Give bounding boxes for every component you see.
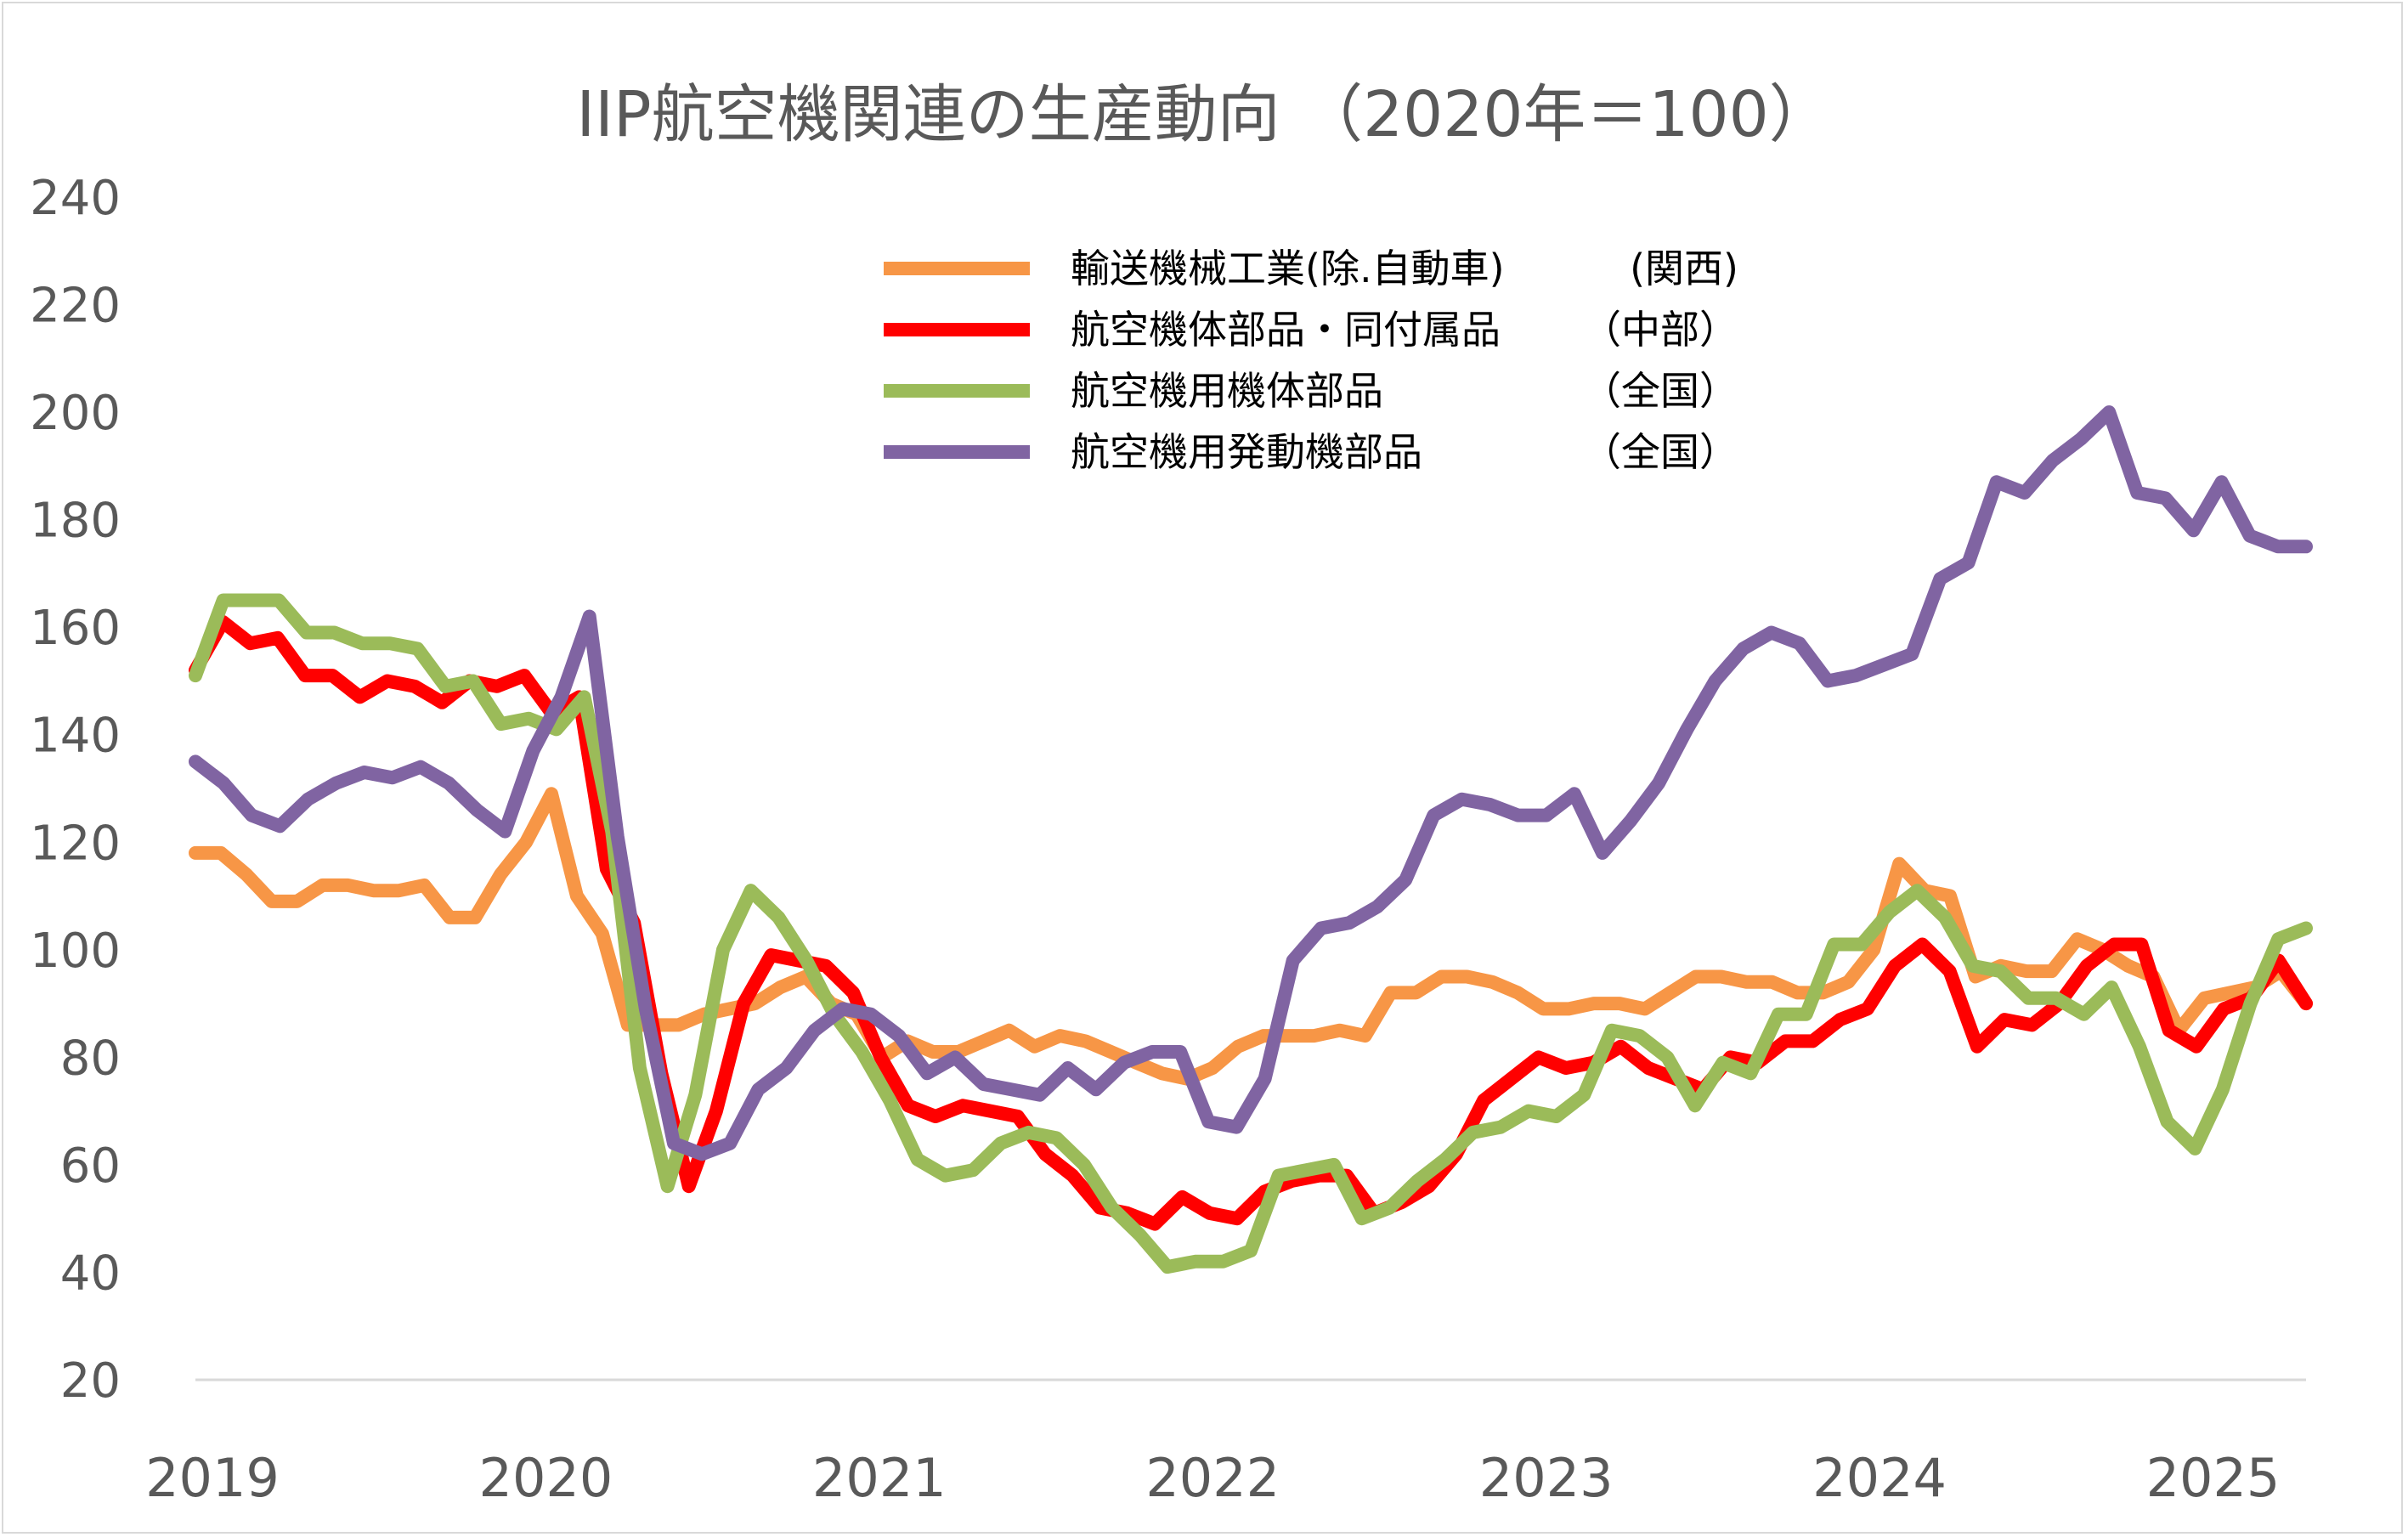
legend-label-2: 航空機体部品・同付属品 (1071, 307, 1501, 353)
x-tick-label: 2022 (1145, 1447, 1280, 1509)
series-line-4 (189, 405, 2313, 1161)
legend-region-1: (関西) (1630, 246, 1738, 291)
x-tick-label: 2021 (812, 1447, 947, 1509)
y-tick-label: 20 (60, 1353, 121, 1409)
legend-region-3: （全国） (1582, 368, 1738, 414)
series-group (189, 405, 2313, 1274)
y-tick-label: 80 (60, 1031, 121, 1086)
y-tick-label: 120 (30, 816, 121, 871)
x-tick-label: 2020 (479, 1447, 613, 1509)
legend-region-4: （全国） (1582, 429, 1738, 475)
x-axis: 2019 2020 2021 2022 2023 2024 2025 (145, 1447, 2280, 1509)
y-tick-label: 240 (30, 171, 121, 226)
y-tick-label: 60 (60, 1139, 121, 1194)
x-tick-label: 2019 (145, 1447, 280, 1509)
y-tick-label: 180 (30, 494, 121, 549)
x-tick-label: 2024 (1812, 1447, 1947, 1509)
series-line-2 (189, 614, 2313, 1231)
y-tick-label: 160 (30, 601, 121, 656)
y-tick-label: 40 (60, 1246, 121, 1301)
chart-title: IIP航空機関連の生産動向 （2020年＝100） (576, 78, 1831, 151)
legend: 輸送機械工業(除.自動車) (関西) 航空機体部品・同付属品 （中部） 航空機用機体部品… (884, 246, 1738, 475)
y-tick-label: 220 (30, 279, 121, 334)
legend-label-3: 航空機用機体部品 (1071, 368, 1383, 414)
legend-region-2: （中部） (1582, 307, 1738, 353)
x-tick-label: 2025 (2146, 1447, 2281, 1509)
y-axis: 20 40 60 80 100 120 140 160 180 200 220 240 (30, 171, 121, 1409)
x-tick-label: 2023 (1479, 1447, 1614, 1509)
y-tick-label: 100 (30, 924, 121, 979)
legend-label-4: 航空機用発動機部品 (1071, 429, 1422, 475)
series-line-3 (189, 593, 2313, 1274)
y-tick-label: 140 (30, 709, 121, 764)
series-line-1 (189, 787, 2313, 1086)
y-tick-label: 200 (30, 386, 121, 441)
legend-label-1: 輸送機械工業(除.自動車) (1071, 246, 1505, 291)
line-chart: IIP航空機関連の生産動向 （2020年＝100） 20 40 60 80 100 120… (30, 78, 2313, 1509)
